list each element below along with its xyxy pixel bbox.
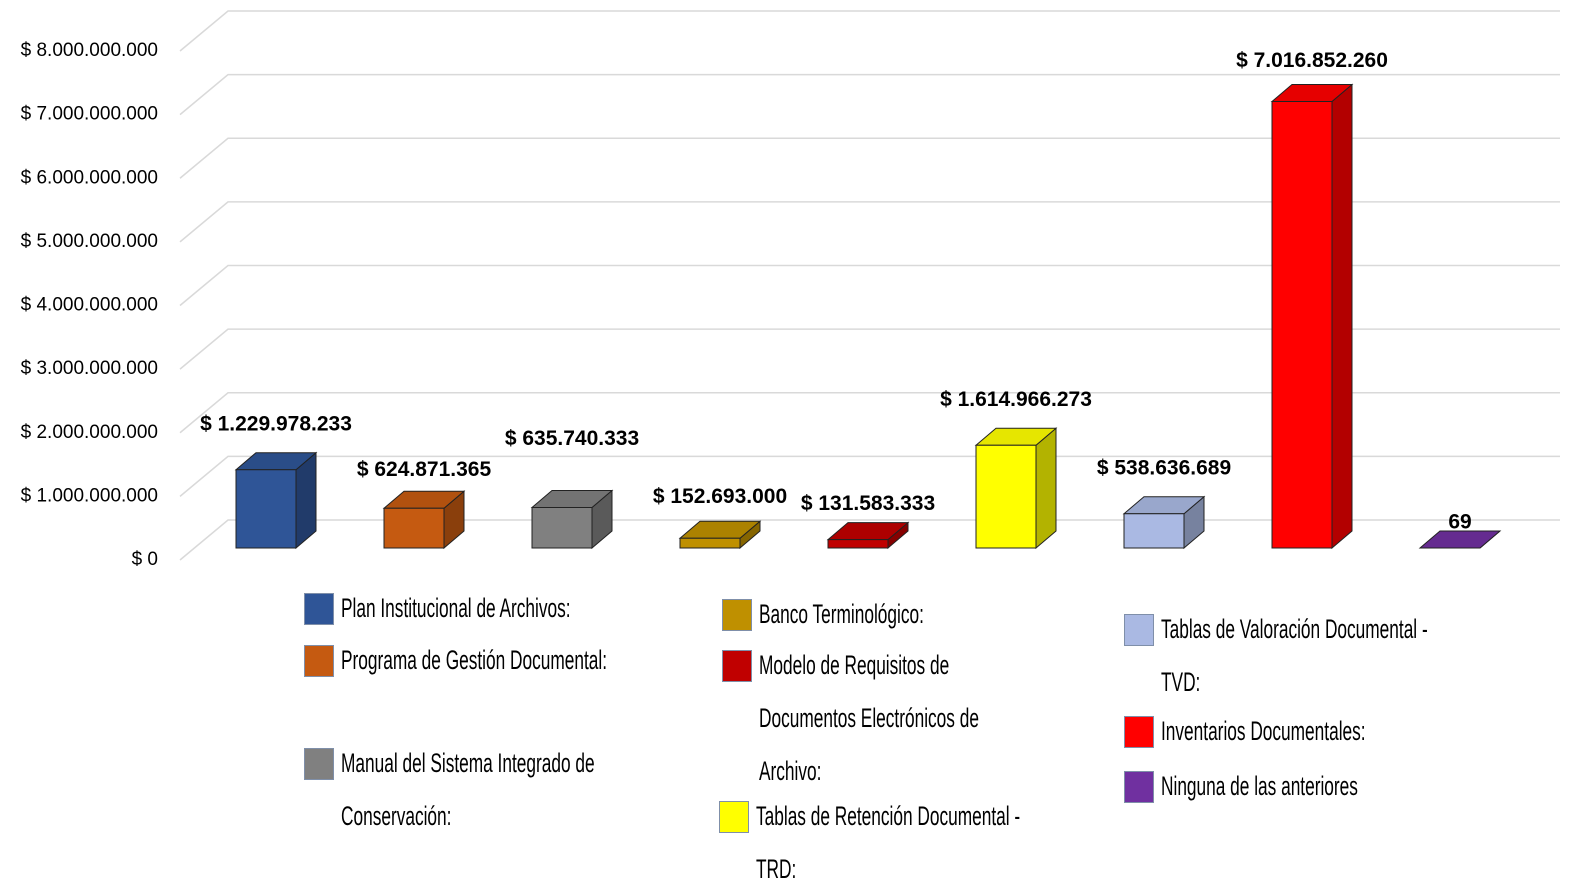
legend-item: Tablas de Retención Documental - TRD:	[719, 790, 1186, 896]
grid-line	[179, 73, 1560, 116]
bar	[1122, 495, 1206, 550]
y-tick-label: $ 7.000.000.000	[21, 104, 158, 125]
bar-front	[383, 507, 445, 549]
bar	[1270, 83, 1354, 550]
bar	[678, 520, 762, 550]
legend-label: Tablas de Valoración Documental - TVD:	[1161, 614, 1428, 697]
bar	[974, 427, 1058, 550]
grid-line	[179, 264, 1560, 307]
legend-swatch	[1124, 614, 1154, 646]
y-tick-label: $ 4.000.000.000	[21, 295, 158, 316]
legend-item: Programa de Gestión Documental:	[304, 634, 771, 687]
legend-item: Banco Terminológico:	[722, 588, 1189, 641]
y-tick-label: $ 2.000.000.000	[21, 422, 158, 443]
data-label: $ 7.016.852.260	[1236, 49, 1388, 72]
bar-side	[1035, 427, 1057, 550]
data-label: 69	[1448, 511, 1471, 534]
data-label: $ 1.614.966.273	[940, 388, 1092, 411]
bar	[234, 451, 318, 550]
bar-front	[827, 539, 889, 549]
y-tick-label: $ 6.000.000.000	[21, 167, 158, 188]
legend-label: Banco Terminológico:	[759, 599, 924, 629]
bar-front	[1271, 101, 1333, 549]
y-tick-label: $ 3.000.000.000	[21, 358, 158, 379]
legend-swatch	[304, 645, 334, 677]
bar-side	[1331, 83, 1353, 550]
data-label: $ 1.229.978.233	[200, 412, 352, 435]
legend-label: Manual del Sistema Integrado de Conserva…	[341, 748, 595, 831]
legend-item: Inventarios Documentales:	[1124, 705, 1584, 758]
grid-line	[179, 10, 1560, 52]
data-label: $ 131.583.333	[801, 492, 935, 515]
bar-front	[679, 537, 741, 549]
legend-item: Modelo de Requisitos de Documentos Elect…	[722, 639, 1189, 798]
y-tick-label: $ 8.000.000.000	[21, 40, 158, 61]
y-tick-label: $ 1.000.000.000	[21, 485, 158, 506]
legend-item: Ninguna de las anteriores	[1124, 760, 1584, 813]
legend-swatch	[722, 650, 752, 682]
legend-swatch	[1124, 716, 1154, 748]
grid-line	[179, 328, 1560, 370]
legend-swatch	[304, 593, 334, 625]
legend-label: Modelo de Requisitos de Documentos Elect…	[759, 650, 979, 786]
data-label: $ 635.740.333	[505, 427, 639, 450]
y-tick-label: $ 5.000.000.000	[21, 231, 158, 252]
bar	[530, 489, 614, 550]
bar-front	[531, 507, 593, 549]
bar	[382, 490, 466, 550]
data-label: $ 152.693.000	[653, 485, 787, 508]
bar	[826, 521, 910, 550]
grid-line	[179, 455, 1560, 497]
legend-label: Ninguna de las anteriores	[1161, 771, 1358, 801]
legend-label: Programa de Gestión Documental:	[341, 645, 608, 675]
legend-item: Tablas de Valoración Documental - TVD:	[1124, 603, 1584, 709]
data-label: $ 538.636.689	[1097, 456, 1231, 479]
legend-item: Manual del Sistema Integrado de Conserva…	[304, 737, 771, 843]
bar-front	[975, 444, 1037, 549]
grid-line	[179, 392, 1560, 434]
grid-line	[179, 137, 1560, 179]
bar-front	[235, 469, 297, 549]
legend-swatch	[304, 748, 334, 780]
bar-top	[1418, 530, 1502, 549]
data-label: $ 624.871.365	[357, 458, 492, 481]
grid-line	[179, 201, 1560, 243]
legend-swatch	[722, 599, 752, 631]
bar-front	[1123, 513, 1185, 549]
legend-label: Plan Institucional de Archivos:	[341, 593, 571, 623]
legend-label: Tablas de Retención Documental - TRD:	[756, 801, 1021, 884]
legend-item: Plan Institucional de Archivos:	[304, 582, 771, 635]
bar	[1418, 530, 1502, 549]
grid-line	[179, 519, 1560, 561]
legend-swatch	[719, 801, 749, 833]
legend-label: Inventarios Documentales:	[1161, 716, 1366, 746]
y-tick-label: $ 0	[132, 549, 158, 570]
legend-swatch	[1124, 771, 1154, 803]
